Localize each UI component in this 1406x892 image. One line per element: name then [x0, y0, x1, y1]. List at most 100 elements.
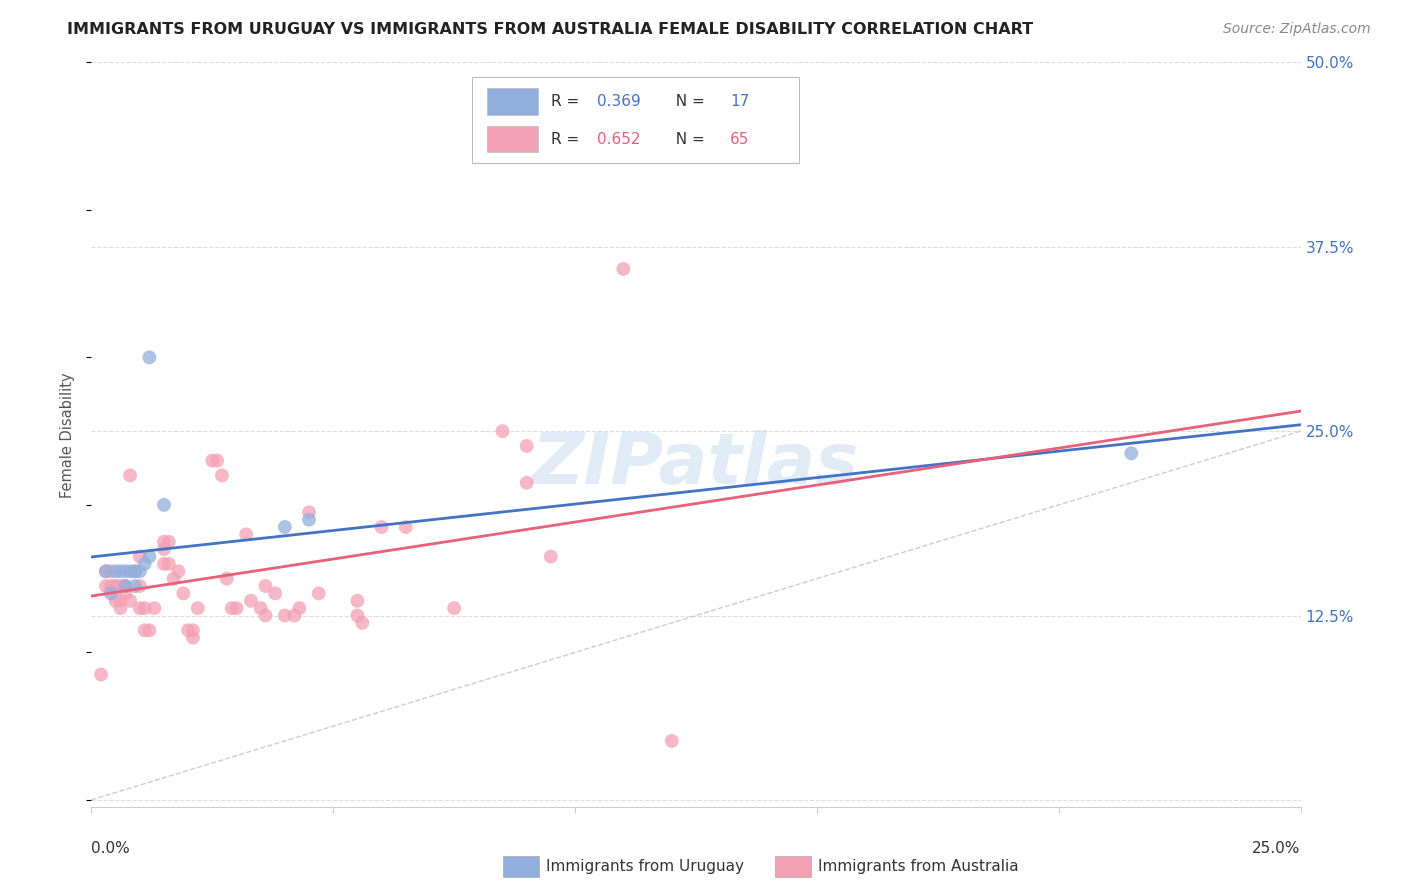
Point — [172, 586, 194, 600]
Text: IMMIGRANTS FROM URUGUAY VS IMMIGRANTS FROM AUSTRALIA FEMALE DISABILITY CORRELATI: IMMIGRANTS FROM URUGUAY VS IMMIGRANTS FR… — [67, 22, 1033, 37]
Point — [157, 557, 180, 571]
Y-axis label: Female Disability: Female Disability — [60, 372, 76, 498]
Point — [153, 557, 176, 571]
Point — [128, 564, 150, 578]
Point — [134, 624, 156, 638]
Point — [201, 453, 224, 467]
Point — [153, 542, 176, 557]
Point — [104, 579, 127, 593]
Point — [235, 527, 257, 541]
Point — [211, 468, 233, 483]
Point — [298, 505, 321, 519]
Text: 25.0%: 25.0% — [1253, 841, 1301, 855]
Point — [128, 579, 150, 593]
Point — [1121, 446, 1143, 460]
Text: R =: R = — [551, 131, 583, 146]
Point — [370, 520, 392, 534]
Point — [254, 608, 277, 623]
Point — [128, 601, 150, 615]
Point — [138, 624, 160, 638]
Text: N =: N = — [665, 131, 710, 146]
Point — [516, 475, 538, 490]
Point — [138, 351, 160, 365]
Point — [346, 608, 368, 623]
Text: 65: 65 — [730, 131, 749, 146]
Text: 17: 17 — [730, 94, 749, 109]
Point — [264, 586, 287, 600]
Point — [153, 534, 176, 549]
Point — [143, 601, 166, 615]
Point — [205, 453, 228, 467]
Point — [254, 579, 277, 593]
Text: R =: R = — [551, 94, 583, 109]
Point — [114, 579, 136, 593]
Point — [153, 498, 176, 512]
Point — [187, 601, 209, 615]
Point — [94, 564, 117, 578]
Point — [120, 594, 142, 608]
FancyBboxPatch shape — [472, 78, 799, 163]
Point — [181, 631, 204, 645]
Point — [90, 667, 112, 681]
Point — [104, 579, 127, 593]
Point — [124, 579, 146, 593]
Point — [352, 615, 374, 630]
Point — [100, 586, 122, 600]
Text: ZIPatlas: ZIPatlas — [533, 430, 859, 500]
Text: 0.369: 0.369 — [596, 94, 641, 109]
Point — [110, 579, 132, 593]
Text: 0.0%: 0.0% — [91, 841, 131, 855]
Point — [114, 579, 136, 593]
Point — [104, 564, 127, 578]
Point — [240, 594, 263, 608]
Point — [274, 520, 297, 534]
Text: N =: N = — [665, 94, 710, 109]
Point — [283, 608, 305, 623]
Point — [124, 564, 146, 578]
Point — [167, 564, 190, 578]
Point — [177, 624, 200, 638]
Point — [181, 624, 204, 638]
Point — [134, 557, 156, 571]
Point — [94, 564, 117, 578]
Bar — [502, 855, 538, 877]
Point — [661, 734, 683, 748]
Point — [157, 534, 180, 549]
Text: Source: ZipAtlas.com: Source: ZipAtlas.com — [1223, 22, 1371, 37]
Point — [110, 594, 132, 608]
Bar — [486, 126, 537, 153]
Point — [249, 601, 271, 615]
Point — [114, 579, 136, 593]
Point — [120, 468, 142, 483]
Point — [114, 564, 136, 578]
Point — [225, 601, 247, 615]
Point — [274, 608, 297, 623]
Point — [128, 549, 150, 564]
Point — [540, 549, 562, 564]
Point — [288, 601, 311, 615]
Text: Immigrants from Uruguay: Immigrants from Uruguay — [546, 859, 744, 873]
Point — [100, 564, 122, 578]
Point — [491, 424, 513, 438]
Point — [162, 572, 184, 586]
Point — [308, 586, 330, 600]
Point — [215, 572, 238, 586]
Point — [120, 564, 142, 578]
Point — [346, 594, 368, 608]
Point — [110, 564, 132, 578]
Text: 0.652: 0.652 — [596, 131, 640, 146]
Point — [298, 513, 321, 527]
Point — [104, 594, 127, 608]
Point — [94, 579, 117, 593]
Point — [114, 586, 136, 600]
Point — [138, 549, 160, 564]
Point — [221, 601, 243, 615]
Point — [124, 564, 146, 578]
Point — [516, 439, 538, 453]
Text: Immigrants from Australia: Immigrants from Australia — [818, 859, 1019, 873]
Point — [134, 601, 156, 615]
Point — [395, 520, 418, 534]
Point — [612, 261, 634, 276]
Point — [100, 579, 122, 593]
Point — [443, 601, 465, 615]
